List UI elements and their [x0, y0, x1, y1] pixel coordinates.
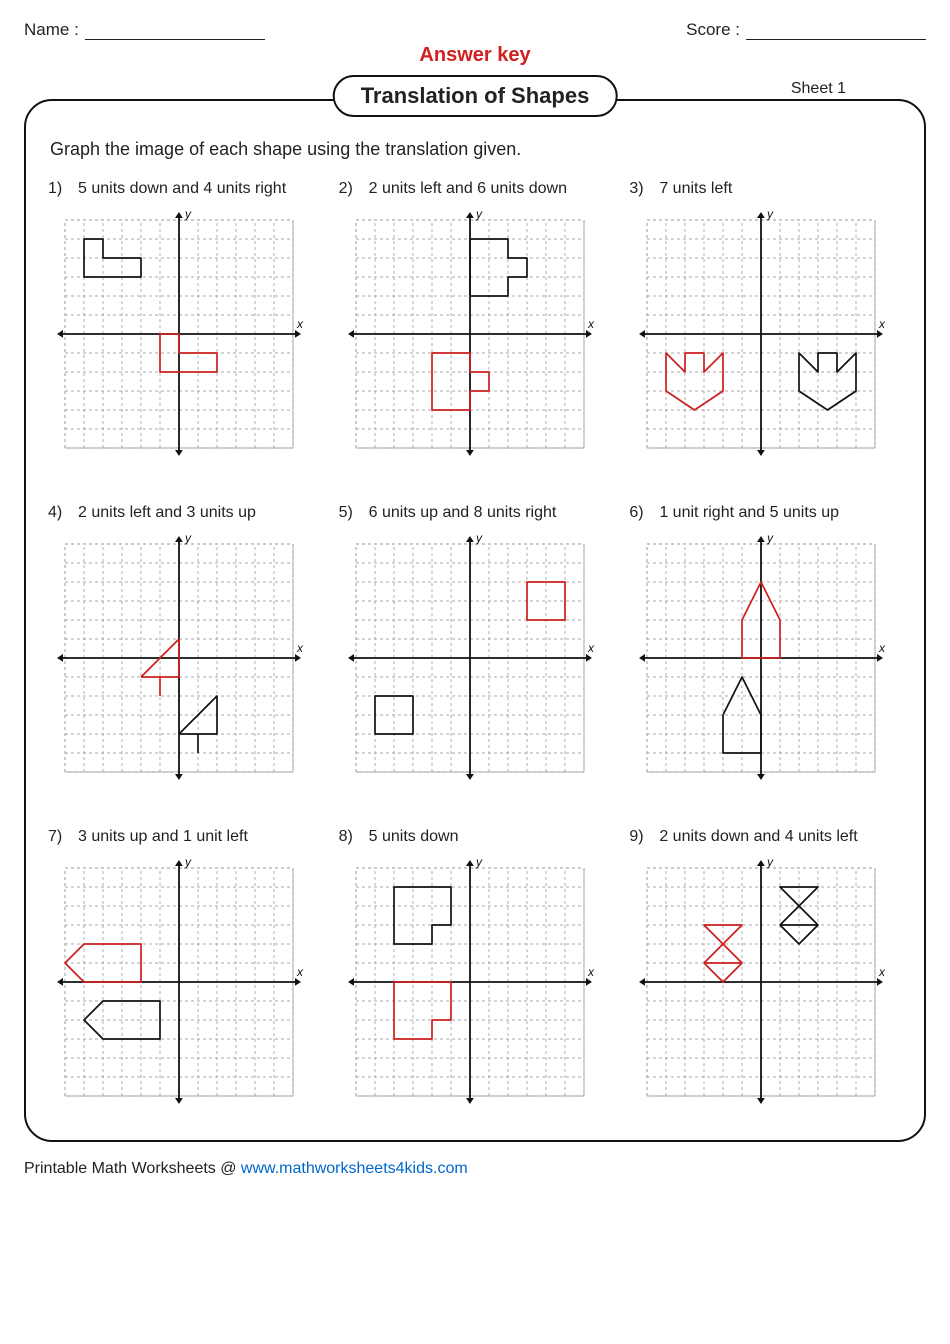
svg-text:y: y — [475, 534, 483, 545]
worksheet-title: Translation of Shapes — [333, 75, 618, 117]
coordinate-grid: x y — [346, 534, 604, 792]
name-field: Name : — [24, 20, 265, 40]
problem-text: 1 unit right and 5 units up — [659, 504, 839, 522]
graph-wrap: x y — [48, 858, 321, 1116]
problem-number: 8) — [339, 828, 359, 846]
svg-text:y: y — [766, 210, 774, 221]
svg-text:y: y — [184, 858, 192, 869]
problem-label: 7) 3 units up and 1 unit left — [48, 828, 321, 846]
coordinate-grid: x y — [346, 858, 604, 1116]
problem-2: 2) 2 units left and 6 units down x y — [339, 180, 612, 468]
problem-number: 2) — [339, 180, 359, 198]
problem-number: 9) — [629, 828, 649, 846]
footer-link[interactable]: www.mathworksheets4kids.com — [241, 1160, 468, 1177]
problem-text: 2 units left and 6 units down — [369, 180, 567, 198]
problem-8: 8) 5 units down x y — [339, 828, 612, 1116]
graph-wrap: x y — [339, 534, 612, 792]
problem-number: 7) — [48, 828, 68, 846]
svg-text:x: x — [587, 641, 595, 655]
sheet-number: Sheet 1 — [781, 80, 856, 98]
problem-6: 6) 1 unit right and 5 units up x y — [629, 504, 902, 792]
graph-wrap: x y — [48, 534, 321, 792]
coordinate-grid: x y — [637, 534, 895, 792]
problem-label: 6) 1 unit right and 5 units up — [629, 504, 902, 522]
graph-wrap: x y — [48, 210, 321, 468]
problem-3: 3) 7 units left x y — [629, 180, 902, 468]
title-row: Translation of Shapes Sheet 1 — [24, 75, 926, 121]
svg-text:y: y — [766, 534, 774, 545]
svg-text:x: x — [296, 317, 304, 331]
problems-grid: 1) 5 units down and 4 units right x y 2)… — [48, 180, 902, 1116]
answer-key-label: Answer key — [24, 44, 926, 67]
svg-text:y: y — [475, 210, 483, 221]
worksheet-frame: Graph the image of each shape using the … — [24, 99, 926, 1142]
name-label: Name : — [24, 20, 79, 40]
svg-text:x: x — [587, 317, 595, 331]
problem-9: 9) 2 units down and 4 units left x y — [629, 828, 902, 1116]
svg-text:x: x — [587, 965, 595, 979]
problem-text: 5 units down — [369, 828, 459, 846]
graph-wrap: x y — [339, 210, 612, 468]
problem-number: 4) — [48, 504, 68, 522]
problem-7: 7) 3 units up and 1 unit left x y — [48, 828, 321, 1116]
svg-text:y: y — [475, 858, 483, 869]
svg-text:x: x — [296, 641, 304, 655]
score-field: Score : — [686, 20, 926, 40]
svg-text:y: y — [184, 534, 192, 545]
svg-text:y: y — [766, 858, 774, 869]
problem-1: 1) 5 units down and 4 units right x y — [48, 180, 321, 468]
problem-text: 5 units down and 4 units right — [78, 180, 286, 198]
svg-text:x: x — [878, 965, 886, 979]
graph-wrap: x y — [629, 534, 902, 792]
svg-text:x: x — [878, 317, 886, 331]
problem-label: 1) 5 units down and 4 units right — [48, 180, 321, 198]
coordinate-grid: x y — [55, 534, 313, 792]
coordinate-grid: x y — [637, 210, 895, 468]
coordinate-grid: x y — [637, 858, 895, 1116]
problem-text: 7 units left — [659, 180, 732, 198]
header-row: Name : Score : — [24, 20, 926, 40]
svg-text:x: x — [296, 965, 304, 979]
problem-label: 4) 2 units left and 3 units up — [48, 504, 321, 522]
problem-number: 3) — [629, 180, 649, 198]
problem-5: 5) 6 units up and 8 units right x y — [339, 504, 612, 792]
problem-label: 3) 7 units left — [629, 180, 902, 198]
problem-number: 1) — [48, 180, 68, 198]
problem-text: 3 units up and 1 unit left — [78, 828, 248, 846]
graph-wrap: x y — [629, 858, 902, 1116]
problem-label: 9) 2 units down and 4 units left — [629, 828, 902, 846]
name-blank-line — [85, 38, 265, 40]
problem-label: 5) 6 units up and 8 units right — [339, 504, 612, 522]
problem-label: 2) 2 units left and 6 units down — [339, 180, 612, 198]
coordinate-grid: x y — [55, 858, 313, 1116]
footer-prefix: Printable Math Worksheets @ — [24, 1160, 241, 1177]
score-label: Score : — [686, 20, 740, 40]
problem-number: 5) — [339, 504, 359, 522]
svg-text:y: y — [184, 210, 192, 221]
problem-text: 2 units left and 3 units up — [78, 504, 256, 522]
coordinate-grid: x y — [55, 210, 313, 468]
problem-number: 6) — [629, 504, 649, 522]
graph-wrap: x y — [339, 858, 612, 1116]
problem-text: 6 units up and 8 units right — [369, 504, 557, 522]
problem-4: 4) 2 units left and 3 units up x y — [48, 504, 321, 792]
score-blank-line — [746, 38, 926, 40]
problem-text: 2 units down and 4 units left — [659, 828, 857, 846]
coordinate-grid: x y — [346, 210, 604, 468]
footer: Printable Math Worksheets @ www.mathwork… — [24, 1160, 926, 1178]
svg-text:x: x — [878, 641, 886, 655]
instruction-text: Graph the image of each shape using the … — [50, 139, 902, 160]
problem-label: 8) 5 units down — [339, 828, 612, 846]
graph-wrap: x y — [629, 210, 902, 468]
